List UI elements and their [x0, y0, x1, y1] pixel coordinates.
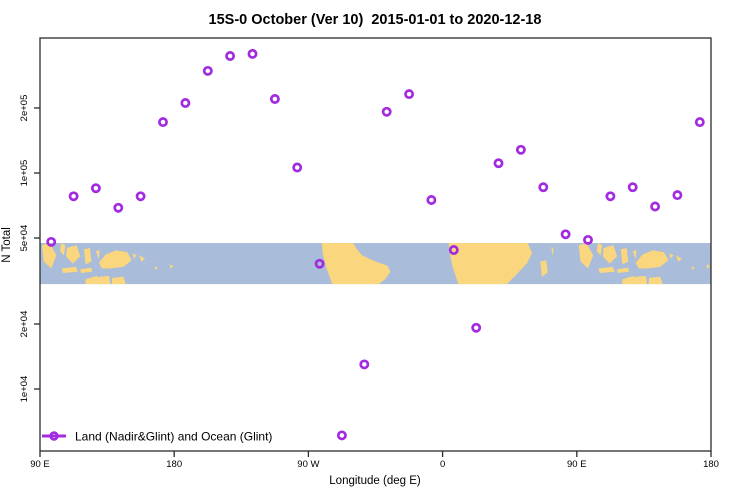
- data-point: [426, 195, 437, 205]
- data-point: [538, 182, 549, 193]
- legend-label: Land (Nadir&Glint) and Ocean (Glint): [75, 430, 272, 444]
- land-island: [84, 248, 92, 265]
- land-island: [635, 250, 669, 269]
- data-point: [135, 191, 146, 202]
- y-tick-label: 1e+05: [19, 160, 30, 187]
- data-point: [225, 51, 236, 61]
- land-island: [169, 264, 174, 269]
- data-point: [694, 117, 705, 128]
- data-point: [90, 183, 101, 194]
- data-point: [471, 322, 482, 333]
- land-island: [635, 275, 647, 285]
- data-points: [46, 48, 705, 441]
- data-point: [336, 430, 347, 441]
- data-point: [359, 359, 370, 370]
- data-point: [314, 258, 325, 269]
- data-point: [292, 162, 303, 173]
- land-continent: [540, 260, 548, 277]
- x-tick-label: 90 W: [297, 459, 319, 470]
- land-island: [80, 267, 93, 273]
- data-point: [605, 191, 616, 202]
- data-point: [448, 245, 459, 255]
- land-island: [85, 275, 102, 285]
- data-point: [404, 89, 415, 100]
- axes: 90 E 180 90 W 0 90 E 180 1e+04 2e+04 5e+04 1e+05 2…: [19, 37, 719, 470]
- x-tick-label: 0: [440, 459, 445, 470]
- land-island: [41, 243, 57, 269]
- land-island: [95, 250, 100, 260]
- land-continent: [321, 243, 391, 285]
- data-point: [113, 202, 124, 213]
- data-point: [158, 117, 168, 128]
- land-island: [648, 276, 663, 285]
- data-point: [180, 98, 191, 108]
- plot-border: [39, 37, 712, 452]
- land-island: [61, 266, 78, 273]
- data-point: [247, 48, 258, 59]
- data-point: [583, 234, 593, 245]
- data-point: [493, 158, 504, 169]
- legend: Land (Nadir&Glint) and Ocean (Glint): [42, 430, 272, 444]
- land-island: [617, 267, 629, 273]
- y-tick-label: 1e+04: [19, 376, 30, 403]
- y-tick-label: 2e+04: [19, 311, 30, 338]
- data-point: [202, 65, 213, 76]
- land-island: [98, 275, 111, 285]
- land-island: [598, 266, 615, 273]
- land-island: [602, 245, 618, 264]
- land-island: [691, 265, 695, 270]
- data-point: [269, 94, 280, 104]
- land-island: [622, 275, 638, 285]
- data-point: [560, 229, 571, 240]
- legend-point-sample: [49, 431, 59, 441]
- data-point: [46, 236, 57, 247]
- y-tick-label: 5e+04: [19, 225, 30, 252]
- land-island: [60, 243, 66, 256]
- data-point: [650, 201, 661, 212]
- land-island: [111, 276, 126, 285]
- y-axis-title: N Total: [1, 227, 13, 263]
- land-island: [154, 265, 158, 270]
- data-point: [515, 144, 526, 155]
- data-point: [627, 182, 638, 193]
- land-island: [132, 253, 137, 259]
- land-island: [669, 253, 674, 259]
- x-tick-label: 90 E: [30, 459, 50, 470]
- land-island: [66, 245, 81, 264]
- land-island: [139, 255, 146, 262]
- data-point: [68, 191, 79, 202]
- land-island: [676, 255, 682, 262]
- x-tick-label: 90 E: [567, 459, 587, 470]
- plot-title: 15S-0 October (Ver 10) 2015-01-01 to 202…: [209, 12, 542, 28]
- land-island: [620, 248, 629, 265]
- x-tick-label: 180: [166, 459, 182, 470]
- land-island: [632, 250, 637, 260]
- data-point: [381, 106, 392, 117]
- data-point: [672, 190, 683, 201]
- x-axis-title: Longitude (deg E): [329, 475, 421, 487]
- land-island: [98, 250, 132, 269]
- land-island: [596, 243, 603, 256]
- land-island: [706, 264, 711, 269]
- world-map-band: [40, 243, 711, 285]
- land-continent: [448, 243, 533, 285]
- y-tick-label: 2e+05: [19, 95, 30, 122]
- x-tick-label: 180: [703, 459, 719, 470]
- land-island: [578, 243, 594, 269]
- land-continent: [551, 246, 554, 257]
